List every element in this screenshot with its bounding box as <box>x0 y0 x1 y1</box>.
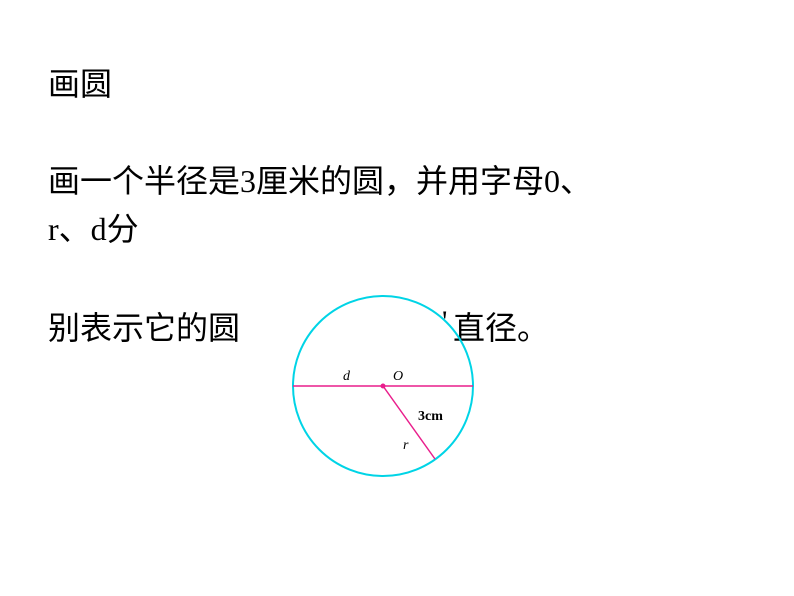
label-O: O <box>393 369 403 384</box>
radius-measurement: 3cm <box>418 409 443 425</box>
circle-svg: d O r <box>273 261 493 511</box>
problem-line-3-left: 别表示它的圆 <box>48 303 240 349</box>
circle-diagram: d O r 3cm <box>273 261 493 511</box>
line3-container: 别表示它的圆 ' 直径。 d O r 3cm <box>48 303 746 553</box>
problem-line-1: 画一个半径是3厘米的圆，并用字母0、 <box>48 157 746 205</box>
document-content: 画圆 画一个半径是3厘米的圆，并用字母0、 r、d分 别表示它的圆 ' 直径。 … <box>0 0 794 553</box>
title: 画圆 <box>48 62 746 107</box>
center-dot <box>381 383 386 388</box>
label-r: r <box>403 438 409 453</box>
label-d: d <box>343 369 351 384</box>
problem-line-2: r、d分 <box>48 205 746 253</box>
